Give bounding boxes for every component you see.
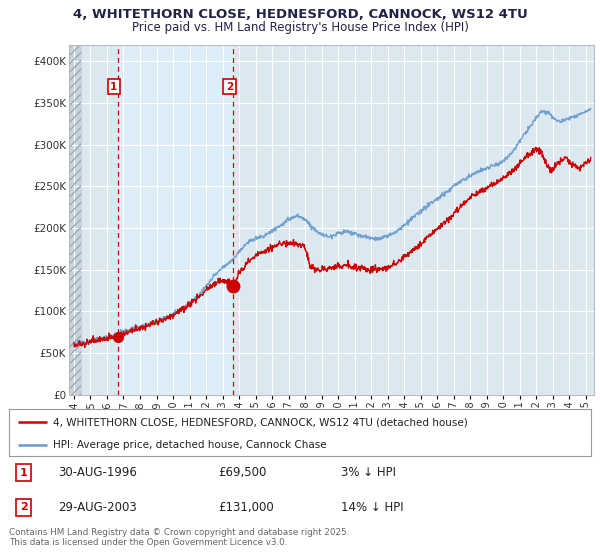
Text: 2: 2	[20, 502, 28, 512]
Text: 2: 2	[226, 82, 233, 92]
Text: Price paid vs. HM Land Registry's House Price Index (HPI): Price paid vs. HM Land Registry's House …	[131, 21, 469, 34]
Text: 14% ↓ HPI: 14% ↓ HPI	[341, 501, 403, 514]
Text: 1: 1	[110, 82, 118, 92]
Bar	[69, 45, 81, 395]
Text: 3% ↓ HPI: 3% ↓ HPI	[341, 466, 396, 479]
Bar	[118, 45, 233, 395]
Text: 4, WHITETHORN CLOSE, HEDNESFORD, CANNOCK, WS12 4TU (detached house): 4, WHITETHORN CLOSE, HEDNESFORD, CANNOCK…	[53, 417, 467, 427]
Bar	[69, 45, 81, 395]
Text: 29-AUG-2003: 29-AUG-2003	[58, 501, 137, 514]
Text: Contains HM Land Registry data © Crown copyright and database right 2025.
This d: Contains HM Land Registry data © Crown c…	[9, 528, 349, 547]
Text: 4, WHITETHORN CLOSE, HEDNESFORD, CANNOCK, WS12 4TU: 4, WHITETHORN CLOSE, HEDNESFORD, CANNOCK…	[73, 8, 527, 21]
Text: HPI: Average price, detached house, Cannock Chase: HPI: Average price, detached house, Cann…	[53, 440, 326, 450]
Text: £69,500: £69,500	[218, 466, 267, 479]
Text: 1: 1	[20, 468, 28, 478]
Text: £131,000: £131,000	[218, 501, 274, 514]
Text: 30-AUG-1996: 30-AUG-1996	[58, 466, 137, 479]
